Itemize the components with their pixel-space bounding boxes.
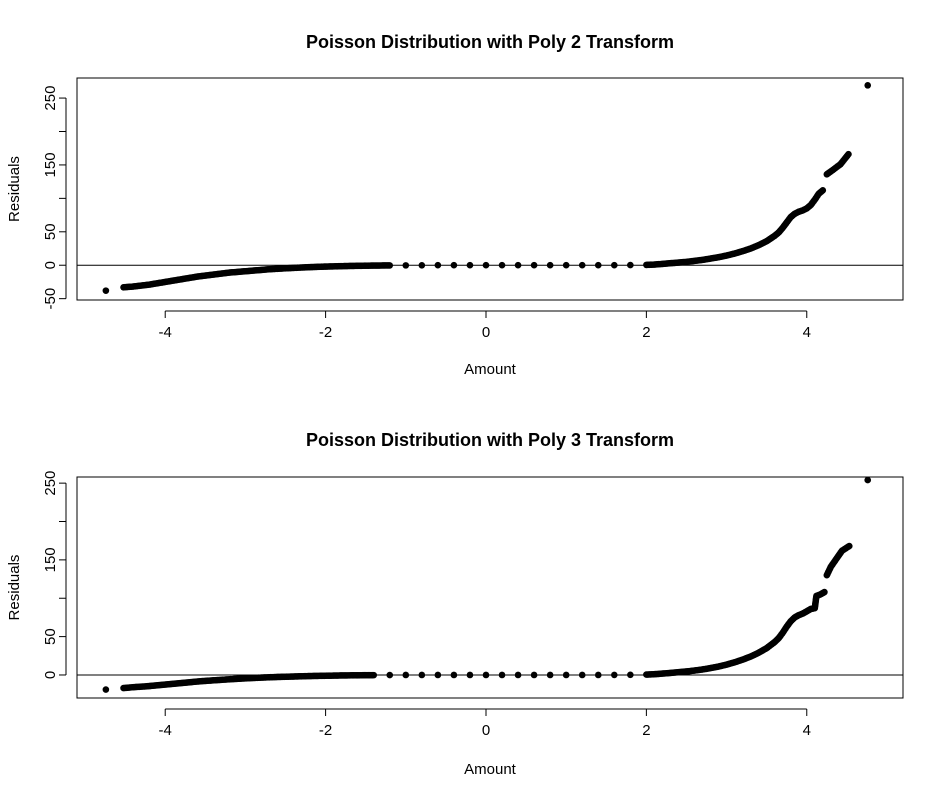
chart-1-data-point <box>102 287 110 294</box>
chart-2-data-point <box>514 671 522 679</box>
chart-1-data-point <box>498 261 506 269</box>
chart-2-data-point <box>864 476 872 484</box>
chart-2-y-tick-label: 0 <box>42 671 59 679</box>
chart-2-data-point <box>386 671 394 679</box>
chart-2-data-point <box>594 671 602 679</box>
chart-2-title: Poisson Distribution with Poly 3 Transfo… <box>306 430 674 450</box>
chart-1-data-point <box>482 261 490 269</box>
chart-1-data-point <box>530 261 538 269</box>
chart-2-data-point <box>611 671 618 679</box>
chart-1-x-tick-label: 4 <box>803 324 811 341</box>
chart-1-y-tick-label: 0 <box>42 261 59 269</box>
chart-1-data-point <box>627 261 634 269</box>
chart-2-x-axis-label: Amount <box>464 761 517 778</box>
chart-1-data-point <box>402 262 410 269</box>
chart-1-data-point <box>546 261 554 269</box>
chart-2-y-tick-label: 150 <box>42 547 59 572</box>
chart-1-y-tick-label: -50 <box>42 288 59 310</box>
chart-2-data-point <box>627 671 634 679</box>
chart-2-x-tick-label: -4 <box>159 722 172 739</box>
chart-2-x-tick-label: 0 <box>482 722 490 739</box>
chart-1-data-point <box>864 82 872 89</box>
chart-1-data-point <box>450 261 458 269</box>
chart-1-data-point <box>514 261 522 269</box>
chart-1-title: Poisson Distribution with Poly 2 Transfo… <box>306 32 674 52</box>
chart-2-data-point <box>498 671 506 679</box>
chart-2-data-point <box>418 671 426 679</box>
chart-1-x-tick-label: 0 <box>482 324 490 341</box>
chart-2-data-point <box>434 671 442 679</box>
chart-1-data-point-fill <box>818 187 826 195</box>
chart-1-y-axis-label: Residuals <box>6 156 23 222</box>
chart-1-data-point <box>611 261 618 269</box>
chart-2-data-point <box>466 671 474 679</box>
chart-1-data-point <box>594 261 602 269</box>
chart-1-y-tick-label: 250 <box>42 86 59 111</box>
chart-1-data-point-fill <box>844 152 851 159</box>
chart-2-data-point-fill <box>844 543 852 551</box>
chart-1-data-point-fill <box>385 262 392 269</box>
chart-2-data-point <box>402 671 410 679</box>
chart-1-y-tick-label: 50 <box>42 223 59 240</box>
chart-1-x-tick-label: -2 <box>319 324 332 341</box>
chart-2-data-point <box>578 671 586 679</box>
chart-1-x-tick-label: 2 <box>642 324 650 341</box>
chart-2-plot-frame <box>76 476 904 699</box>
chart-2-data-point-fill <box>820 589 827 596</box>
chart-2-y-tick-label: 50 <box>42 628 59 645</box>
chart-2-data-point-fill <box>369 671 376 679</box>
chart-2-data-point <box>450 671 458 679</box>
chart-1-data-point <box>418 261 426 269</box>
chart-2-data-point <box>546 671 554 679</box>
chart-2-x-tick-label: -2 <box>319 722 332 739</box>
chart-1-plot-frame <box>76 77 904 301</box>
chart-2-x-tick-label: 2 <box>642 722 650 739</box>
chart-1-data-point <box>434 261 442 269</box>
chart-1-data-point <box>466 261 474 269</box>
chart-2-x-tick-label: 4 <box>803 722 811 739</box>
chart-2-data-point <box>102 686 110 693</box>
chart-1-x-axis-label: Amount <box>464 361 517 378</box>
chart-1-data-point <box>578 261 586 269</box>
chart-2-data-point <box>530 671 538 679</box>
chart-1-x-tick-label: -4 <box>159 324 172 341</box>
chart-2-data-point <box>562 671 570 679</box>
chart-1-y-tick-label: 150 <box>42 152 59 177</box>
chart-2-y-tick-label: 250 <box>42 471 59 496</box>
chart-2-data-point <box>482 671 490 679</box>
chart-2-y-axis-label: Residuals <box>6 555 23 621</box>
chart-1-data-point <box>562 261 570 269</box>
